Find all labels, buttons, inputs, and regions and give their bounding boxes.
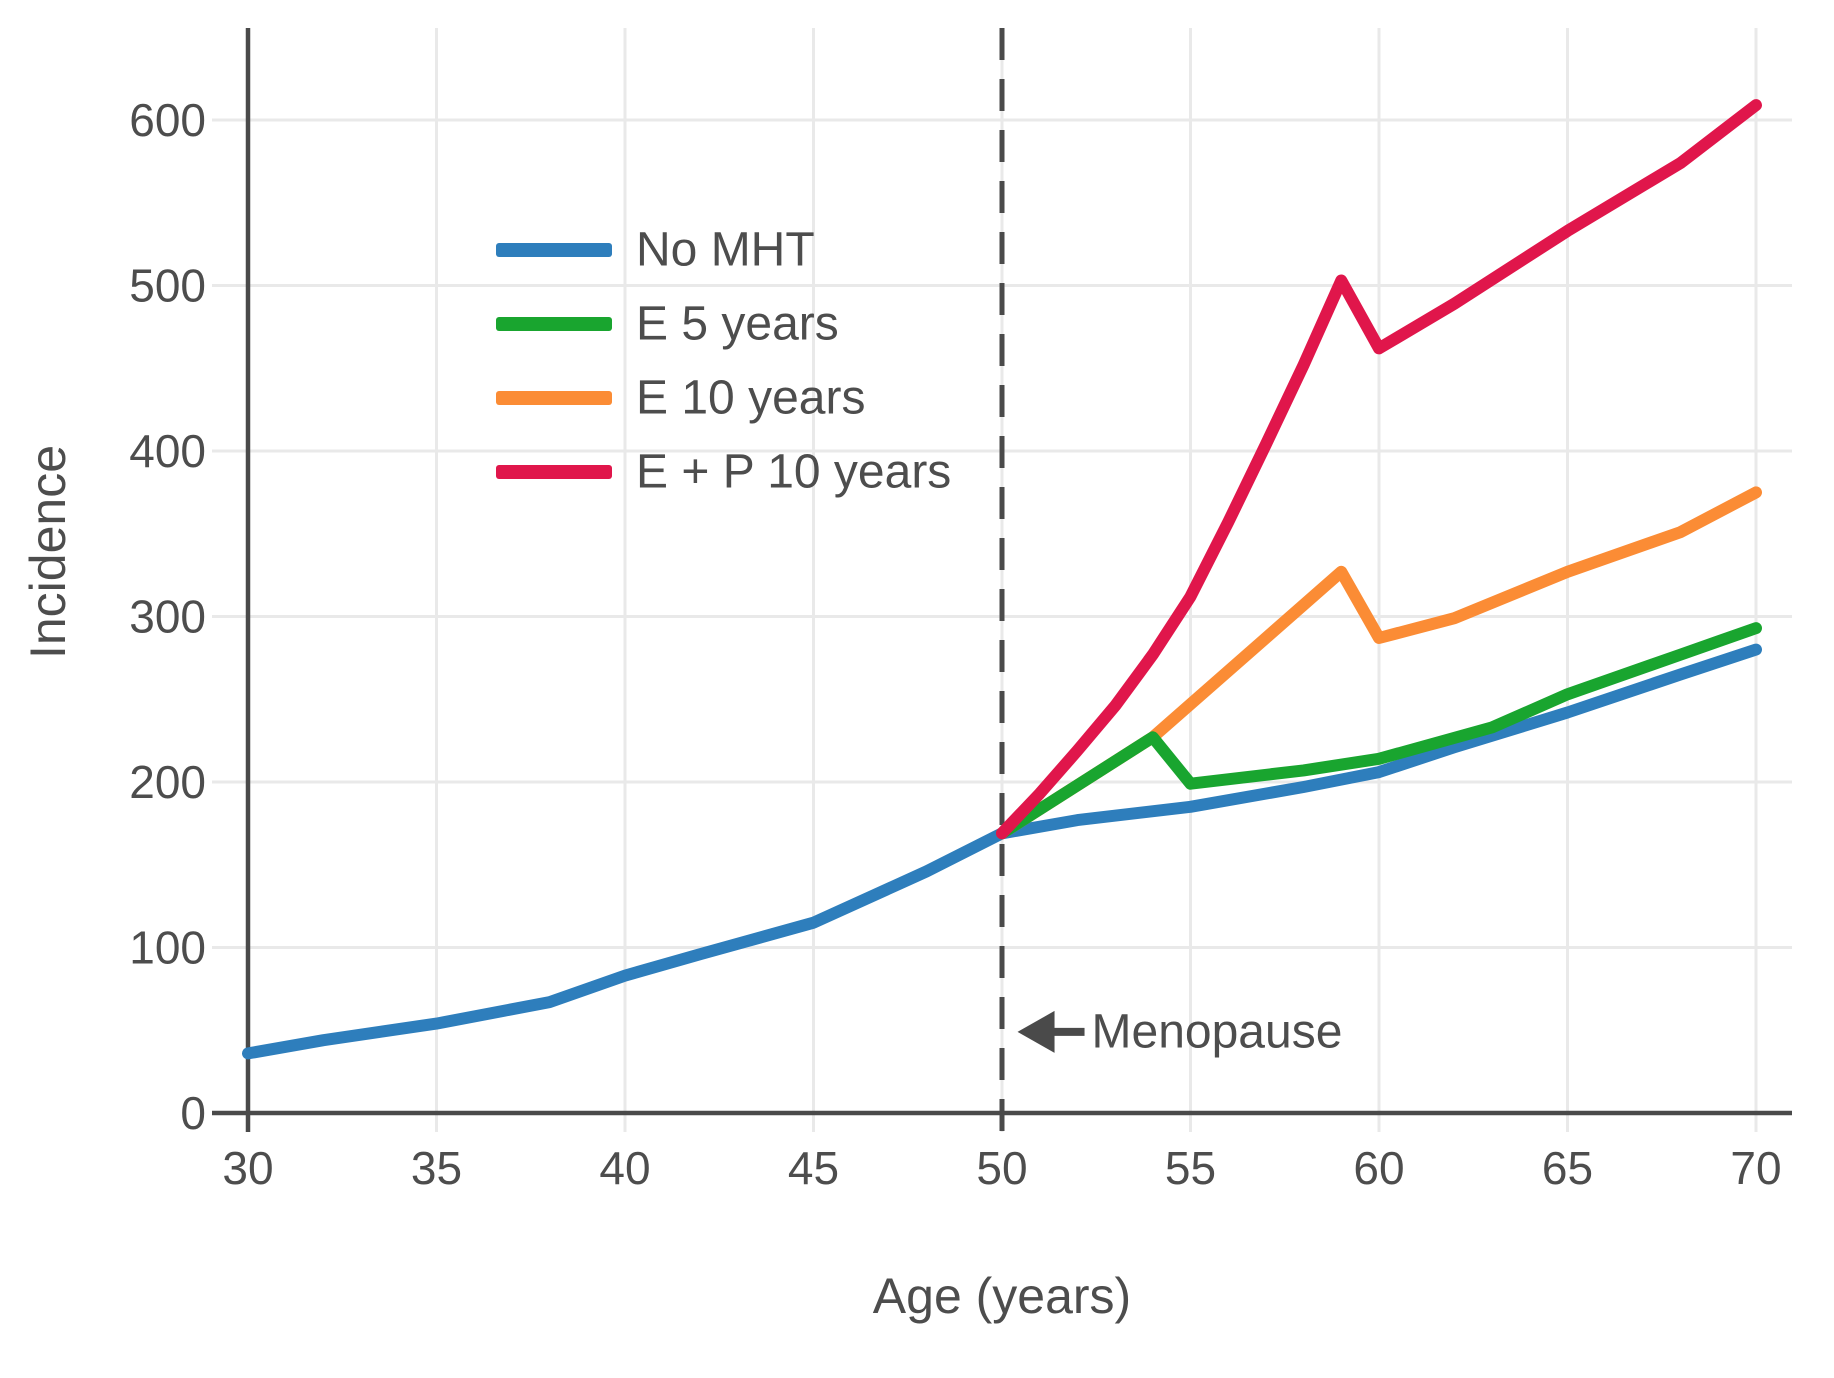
y-axis-title: Incidence (20, 445, 76, 659)
y-tick-label-300: 300 (129, 591, 206, 643)
legend-swatch-e-5-years (496, 317, 612, 331)
x-tick-label-70: 70 (1730, 1142, 1781, 1194)
x-tick-label-50: 50 (976, 1142, 1027, 1194)
legend-label-e-10-years: E 10 years (636, 372, 865, 425)
y-tick-label-600: 600 (129, 94, 206, 146)
series-line-e-5-years (996, 622, 1762, 840)
legend-swatch-e-p-10-years (496, 465, 612, 479)
legend-label-e-5-years: E 5 years (636, 298, 839, 351)
y-tick-label-400: 400 (129, 425, 206, 477)
y-tick-label-500: 500 (129, 260, 206, 312)
x-tick-label-60: 60 (1353, 1142, 1404, 1194)
y-tick-label-200: 200 (129, 756, 206, 808)
x-tick-label-30: 30 (222, 1142, 273, 1194)
x-tick-label-35: 35 (411, 1142, 462, 1194)
x-axis-title: Age (years) (873, 1268, 1131, 1324)
y-tick-label-0: 0 (180, 1087, 206, 1139)
legend-label-no-mht: No MHT (636, 224, 815, 277)
x-tick-label-40: 40 (599, 1142, 650, 1194)
series-line-e-p-10-years (996, 99, 1762, 840)
x-tick-label-55: 55 (1165, 1142, 1216, 1194)
y-tick-label-100: 100 (129, 922, 206, 974)
annotation-menopause: Menopause (1092, 1005, 1343, 1058)
menopause-arrowhead-icon (1017, 1010, 1055, 1053)
legend-swatch-no-mht (496, 243, 612, 257)
legend-swatch-e-10-years (496, 391, 612, 405)
x-tick-label-65: 65 (1542, 1142, 1593, 1194)
series-line-e-10-years (996, 486, 1762, 840)
x-tick-label-45: 45 (788, 1142, 839, 1194)
legend-label-e-p-10-years: E + P 10 years (636, 446, 951, 499)
